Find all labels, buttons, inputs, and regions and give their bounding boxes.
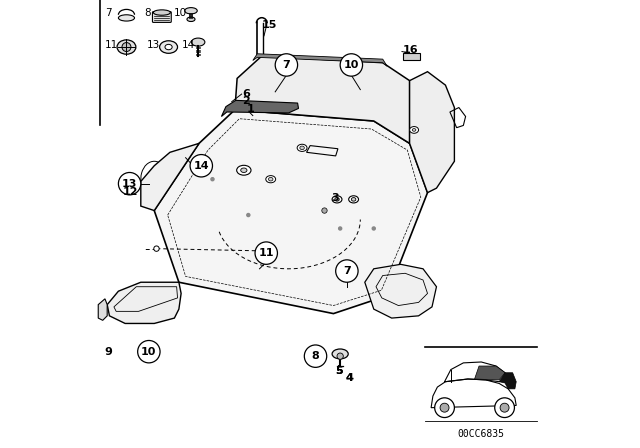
Text: 11: 11 [105,40,118,50]
Ellipse shape [332,349,348,359]
Text: 11: 11 [259,248,274,258]
Text: 14: 14 [182,40,195,50]
Ellipse shape [117,40,136,54]
Text: 15: 15 [262,20,277,30]
Ellipse shape [351,198,356,201]
Circle shape [154,246,159,251]
Ellipse shape [154,10,170,15]
Circle shape [495,398,515,418]
Text: 16: 16 [403,45,419,55]
Circle shape [435,398,454,418]
Ellipse shape [269,177,273,181]
Circle shape [500,403,509,412]
Text: 7: 7 [343,266,351,276]
Ellipse shape [266,176,276,183]
Ellipse shape [332,196,342,203]
Text: 4: 4 [346,373,354,383]
Ellipse shape [349,196,358,203]
Text: 14: 14 [193,161,209,171]
Circle shape [275,54,298,76]
Text: 1: 1 [247,104,255,114]
Text: 6: 6 [243,89,250,99]
Text: 12: 12 [123,187,138,197]
Circle shape [340,54,362,76]
Text: 00CC6835: 00CC6835 [458,429,505,439]
Circle shape [440,403,449,412]
Ellipse shape [241,168,247,172]
Circle shape [118,172,141,195]
Circle shape [338,226,342,231]
Polygon shape [98,299,107,320]
Polygon shape [474,366,505,380]
Circle shape [138,340,160,363]
Circle shape [122,43,131,52]
Text: 2: 2 [243,96,250,106]
Text: 5: 5 [335,366,343,376]
Ellipse shape [187,17,195,22]
Circle shape [322,208,327,213]
Circle shape [210,177,214,181]
Circle shape [305,345,326,367]
Ellipse shape [191,38,205,46]
Polygon shape [410,72,454,193]
Polygon shape [365,264,436,318]
Circle shape [246,213,251,217]
Circle shape [190,155,212,177]
Polygon shape [154,110,428,314]
Text: 7: 7 [282,60,291,70]
Text: 4: 4 [346,373,354,383]
Polygon shape [221,100,298,116]
Text: 9: 9 [104,347,112,357]
Circle shape [371,226,376,231]
Bar [403,53,420,60]
Ellipse shape [300,146,305,150]
Polygon shape [235,56,410,143]
Polygon shape [141,143,199,211]
Circle shape [336,260,358,282]
Text: 5: 5 [335,366,343,376]
Ellipse shape [159,41,177,53]
Ellipse shape [335,198,339,201]
Ellipse shape [165,44,172,50]
Circle shape [337,353,343,359]
Ellipse shape [118,15,134,21]
Text: 8: 8 [312,351,319,361]
Text: 3: 3 [332,193,339,203]
Ellipse shape [297,144,307,151]
Text: 7: 7 [105,9,111,18]
Text: 13: 13 [147,40,160,50]
Circle shape [255,242,278,264]
Ellipse shape [237,165,251,175]
Ellipse shape [412,129,416,131]
Text: 10: 10 [344,60,359,70]
Text: 10: 10 [141,347,157,357]
Polygon shape [107,282,181,323]
FancyBboxPatch shape [152,12,172,22]
Text: 8: 8 [145,9,151,18]
Polygon shape [253,54,387,66]
Text: 13: 13 [122,179,138,189]
Polygon shape [499,373,516,389]
Text: 10: 10 [173,9,187,18]
Ellipse shape [185,8,197,14]
Ellipse shape [410,126,419,134]
